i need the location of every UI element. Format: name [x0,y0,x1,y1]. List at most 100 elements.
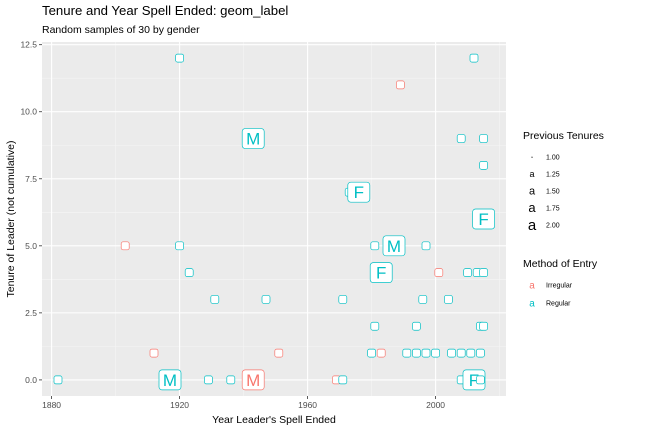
point-label [210,295,220,304]
legend-size-entry: a 1.25 [529,169,559,179]
point-label-box [412,348,421,358]
point-label-box [431,348,440,358]
point-label [261,295,271,304]
point-label-box [421,241,431,251]
point-label [412,348,421,358]
point-label-box [396,80,405,90]
legend-size-key: a [528,200,536,215]
point-label [479,321,488,331]
point-label [370,321,380,331]
point-label-box [402,348,412,358]
legend-size-entries: a 1.00 a 1.25 a 1.50 a 1.75 a 2.00 [528,155,560,234]
legend-size-key: a [531,155,533,159]
point-label-box [476,348,485,358]
point-label [120,241,130,251]
chart-subtitle: Random samples of 30 by gender [42,24,200,36]
point-label [376,348,386,358]
point-label-box [184,268,194,277]
point-label: M [382,235,406,257]
point-label: F [472,208,495,230]
legend-color-entry: a Regular [529,299,571,310]
legend-color-title: Method of Entry [523,258,598,270]
legend-color-key: a [529,281,535,292]
point-label-box [463,268,472,277]
point-label [469,53,479,63]
point-label-box [412,321,421,331]
point-label-text: F [478,210,488,229]
point-label-box [376,348,386,358]
legend-size-title: Previous Tenures [523,130,604,142]
point-label-box [444,295,453,304]
point-label-box [204,375,213,385]
point-label [175,53,184,63]
point-label-text: M [163,371,177,390]
legend-size-label: 2.00 [546,223,560,230]
point-label-box [347,181,371,203]
point-label [418,295,428,304]
point-label-box [456,348,466,358]
point-label-box [274,348,284,358]
point-label-box [456,134,466,143]
point-label-box [370,321,380,331]
legend-size-key: a [529,186,536,198]
y-axis-label: Tenure of Leader (not cumulative) [5,140,17,297]
grid-major [42,42,506,396]
point-label-box [476,375,485,385]
legend-size-label: 1.25 [546,172,560,179]
legend-size-label: 1.75 [546,206,560,213]
legend: Previous Tenures a 1.00 a 1.25 a 1.50 a 1.75 a 2.… [523,130,604,310]
point-label-text: M [246,130,260,149]
y-tick-label: 7.5 [25,174,37,184]
point-label [421,241,431,251]
point-label [479,134,488,143]
point-label [456,348,466,358]
point-label-box [369,262,393,283]
point-label: F [369,262,393,283]
legend-color-key: a [529,299,535,310]
point-label-box [338,295,348,304]
y-tick-label: 0.0 [25,375,37,385]
legend-size-key: a [528,217,537,234]
point-label-box [241,128,265,149]
point-label-text: M [246,371,260,390]
point-label-box [53,375,63,385]
point-label-box [370,241,380,251]
point-label: F [347,181,371,203]
y-tick-label: 2.5 [25,308,37,318]
point-label-box [472,208,495,230]
point-label [367,348,376,358]
point-label-box [261,295,271,304]
plot-panel [42,42,506,396]
y-axis-ticks: 0.0 2.5 5.0 7.5 10.0 12.5 [20,40,42,385]
point-label-box [210,295,220,304]
point-label [396,80,405,90]
x-tick-label: 2000 [426,400,445,410]
point-label [53,375,63,385]
x-axis-label: Year Leader's Spell Ended [212,414,336,426]
point-label [463,268,472,277]
point-label [476,375,485,385]
point-label [226,375,236,385]
point-label-box [466,348,476,358]
point-label-box [382,235,406,257]
x-tick-label: 1920 [170,400,189,410]
point-label: M [241,369,265,391]
point-label-box [479,161,488,170]
point-label [421,348,431,358]
point-label: M [241,128,265,149]
legend-size-key: a [529,169,534,179]
point-label [370,241,380,251]
point-label-box [226,375,236,385]
point-label-box [434,268,444,277]
point-label [338,295,348,304]
point-label [434,268,444,277]
point-label [175,241,184,251]
point-label-box [175,241,184,251]
point-label [456,134,466,143]
chart-title: Tenure and Year Spell Ended: geom_label [42,3,288,18]
point-label-box [479,321,488,331]
point-label [447,348,456,358]
point-label-box [469,53,479,63]
point-label [338,375,348,385]
